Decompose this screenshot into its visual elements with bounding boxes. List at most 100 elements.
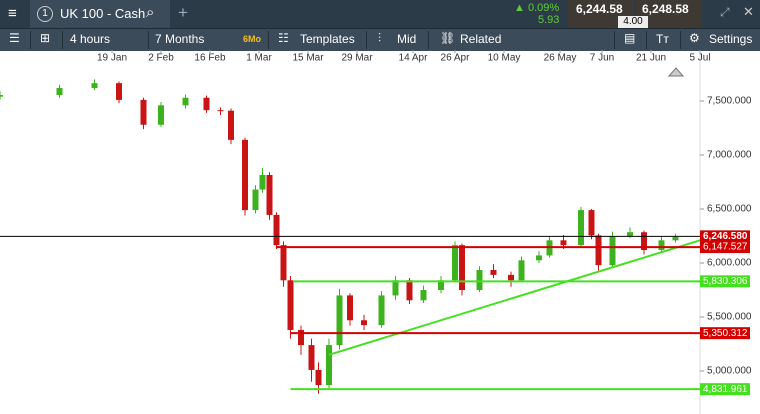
candle-body: [182, 97, 189, 106]
candle-body: [518, 260, 525, 281]
candle-body: [266, 174, 273, 215]
settings-icon: ⚙: [689, 31, 700, 45]
scroll-icon[interactable]: [667, 67, 685, 77]
price-chart: 19 Jan 2 Feb 16 Feb 1 Mar 15 Mar 29 Mar 14 Apr…: [0, 50, 752, 414]
candle-body: [228, 110, 234, 140]
candle-body: [158, 105, 164, 125]
range[interactable]: 7 Months: [155, 32, 205, 46]
candle-body: [536, 255, 542, 261]
settings[interactable]: Settings: [709, 32, 753, 46]
candle-body: [242, 139, 248, 211]
candle-body: [326, 345, 332, 386]
candle-body: [91, 83, 98, 89]
y-tick-label: 6,500.000: [707, 204, 752, 215]
expand-icon[interactable]: ⤢: [720, 5, 730, 19]
x-tick-label: 14 Apr: [399, 53, 429, 64]
candle-body: [476, 270, 483, 291]
candle-body: [308, 345, 315, 370]
candle-body: [203, 97, 210, 111]
candle-body: [273, 214, 280, 246]
candle-body: [252, 189, 259, 211]
trendline: [328, 239, 701, 356]
candle-body: [452, 245, 458, 281]
candle-body: [259, 174, 266, 190]
candle-body: [627, 232, 633, 236]
candle-body: [588, 210, 595, 236]
candle-body: [560, 240, 567, 246]
candle-body: [347, 295, 353, 321]
candle-body: [287, 280, 294, 330]
candle-body: [658, 240, 665, 251]
candle-body: [595, 235, 602, 266]
mid-icon: ⫶: [378, 31, 382, 45]
mid[interactable]: Mid: [397, 32, 417, 46]
price-level-label: 4,831.961: [703, 384, 748, 395]
candle-body: [280, 245, 287, 281]
candle-body: [392, 280, 399, 296]
add-tab[interactable]: +: [178, 3, 188, 22]
spread: 4.00: [618, 16, 648, 28]
candle-body: [438, 280, 444, 291]
draw-icon[interactable]: ▤: [624, 31, 636, 45]
x-tick-label: 7 Jun: [590, 53, 614, 64]
text-icon[interactable]: Tт: [656, 32, 669, 46]
candle-body: [378, 295, 385, 326]
x-tick-label: 10 May: [488, 53, 521, 64]
price-level-tag: [700, 383, 750, 396]
candle-body: [578, 210, 584, 246]
buy-price: 6,248.58: [642, 2, 689, 16]
x-tick-label: 21 Jun: [636, 53, 666, 64]
templates-icon: ☷: [278, 31, 289, 45]
templates[interactable]: Templates: [300, 32, 355, 46]
x-tick-label: 29 Mar: [341, 53, 373, 64]
x-tick-label: 26 Apr: [441, 53, 471, 64]
candle-body: [641, 232, 647, 251]
list-icon[interactable]: ☰: [9, 31, 20, 45]
candle-body: [406, 280, 413, 301]
price-level-label: 5,830.306: [703, 276, 748, 287]
candle-body: [672, 237, 679, 241]
candle-body: [298, 329, 304, 346]
candle-body: [508, 274, 514, 281]
y-tick-label: 5,000.000: [707, 366, 752, 377]
candle-body: [459, 245, 465, 291]
x-tick-label: 2 Feb: [148, 53, 174, 64]
candle-body: [217, 110, 224, 112]
close-icon[interactable]: ✕: [743, 4, 754, 19]
instrument-name: UK 100 - Cash: [60, 6, 146, 21]
y-tick-label: 5,500.000: [707, 312, 752, 323]
x-tick-label: 26 May: [544, 53, 577, 64]
change-pct-value: 0.09%: [527, 2, 560, 14]
candle-body: [361, 320, 367, 326]
price-level-label: 6,147.527: [703, 242, 748, 253]
price-level-tag: [700, 230, 750, 243]
x-tick-label: 16 Feb: [194, 53, 226, 64]
candle-body: [420, 290, 427, 301]
range-badge: 6Mo: [243, 34, 261, 44]
y-tick-label: 7,500.000: [707, 96, 752, 107]
y-tick-label: 7,000.000: [707, 150, 752, 161]
top-bar: ≡ 1 UK 100 - Cash ⌕ + ▲ 0.09% 5.93 6,244…: [0, 0, 760, 28]
price-level-label: 6,246.580: [703, 231, 748, 242]
candle-body: [56, 88, 63, 96]
candle-body: [609, 235, 616, 266]
interval[interactable]: 4 hours: [70, 32, 111, 46]
sell-price: 6,244.58: [576, 2, 623, 16]
x-tick-label: 15 Mar: [292, 53, 324, 64]
candle-body: [315, 369, 322, 386]
menu-icon[interactable]: ≡: [8, 5, 17, 22]
price-level-label: 5,350.312: [703, 328, 748, 339]
instrument-tab[interactable]: 1 UK 100 - Cash ⌕: [30, 0, 170, 28]
search-icon[interactable]: ⌕: [146, 4, 155, 21]
y-tick-label: 6,000.000: [707, 258, 752, 269]
x-tick-label: 19 Jan: [97, 53, 127, 64]
sell-button[interactable]: 6,244.58: [568, 0, 634, 28]
chart-toolbar: ☰ ⊞ 4 hours 7 Months 6Mo ☷ Templates ⫶ M…: [0, 28, 760, 51]
price-level-tag: [700, 241, 750, 254]
related[interactable]: Related: [460, 32, 502, 46]
x-tick-label: 5 Jul: [689, 53, 710, 64]
layout-icon[interactable]: ⊞: [40, 31, 51, 45]
related-icon: ⛓: [440, 31, 456, 45]
price-level-tag: [700, 275, 750, 288]
